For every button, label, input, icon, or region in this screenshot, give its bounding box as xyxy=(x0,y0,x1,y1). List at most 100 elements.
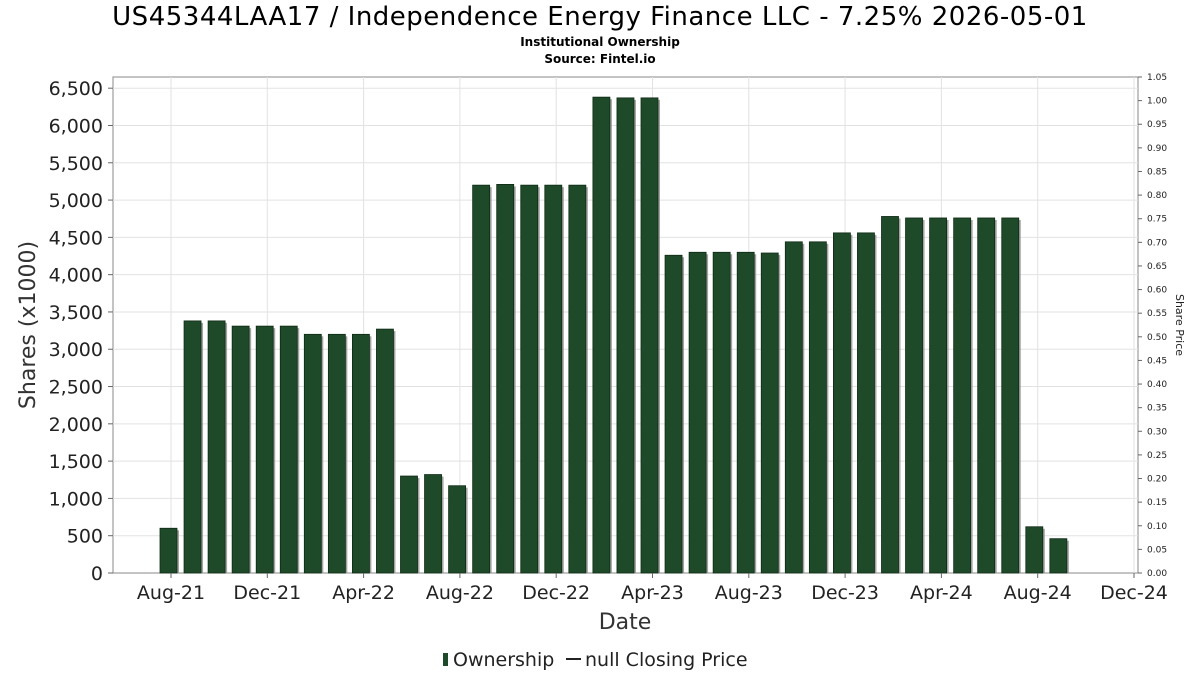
y-tick-label: 1,000 xyxy=(49,488,103,510)
ownership-bar xyxy=(977,217,996,574)
ownership-bar xyxy=(929,217,947,574)
y2-tick-label: 0.20 xyxy=(1147,475,1167,485)
ownership-bar xyxy=(568,184,587,574)
ownership-bar xyxy=(592,96,611,574)
y-tick-label: 1,500 xyxy=(49,451,103,473)
ownership-bar xyxy=(303,333,322,574)
y-tick-label: 500 xyxy=(67,526,103,548)
y2-tick-label: 0.35 xyxy=(1147,404,1167,414)
y2-tick-label: 0.40 xyxy=(1147,380,1167,390)
ownership-bar xyxy=(881,216,899,574)
x-tick-label: Aug-22 xyxy=(426,582,494,604)
ownership-bar xyxy=(953,217,972,574)
y2-tick-label: 0.75 xyxy=(1147,215,1167,225)
ownership-bar xyxy=(231,325,250,574)
y2-tick-label: 1.05 xyxy=(1147,73,1167,83)
ownership-bar xyxy=(736,251,755,574)
ownership-bar xyxy=(279,325,298,574)
x-tick-label: Dec-22 xyxy=(522,582,590,604)
x-axis: Aug-21 Dec-21 Apr-22 Aug-22 Dec-22 Apr-23 Aug-… xyxy=(137,573,1168,604)
x-axis-label: Date xyxy=(599,610,652,635)
y2-tick-label: 0.45 xyxy=(1147,356,1167,366)
y2-tick-label: 0.50 xyxy=(1147,333,1167,343)
y-axis-right: 0.00 0.05 0.10 0.15 0.20 0.25 0.30 0.35 0.40 0.45… xyxy=(1138,73,1167,579)
y-tick-label: 5,500 xyxy=(49,153,103,175)
y-axis-label: Shares (x1000) xyxy=(16,241,41,409)
y-tick-label: 6,000 xyxy=(49,115,103,137)
y2-tick-label: 0.90 xyxy=(1147,144,1167,154)
ownership-bar xyxy=(1001,217,1020,574)
legend-ownership-label: Ownership xyxy=(453,649,554,671)
ownership-bar xyxy=(784,241,803,574)
y-tick-label: 2,500 xyxy=(49,377,103,399)
chart-title: US45344LAA17 / Independence Energy Finan… xyxy=(112,2,1088,32)
y-tick-label: 2,000 xyxy=(49,414,103,436)
y2-tick-label: 0.00 xyxy=(1147,569,1167,579)
x-tick-label: Dec-21 xyxy=(233,582,301,604)
y-axis-left: 0 500 1,000 1,500 2,000 2,500 3,000 3,500 4,000 4… xyxy=(49,78,113,585)
y-tick-label: 6,500 xyxy=(49,78,103,100)
ownership-bar xyxy=(472,184,491,574)
ownership-bar xyxy=(808,241,827,574)
ownership-bar xyxy=(664,254,683,574)
y2-tick-label: 0.70 xyxy=(1147,238,1167,248)
y-tick-label: 3,000 xyxy=(49,339,103,361)
ownership-bar xyxy=(1049,538,1068,574)
ownership-bar xyxy=(616,97,635,574)
y2-tick-label: 0.95 xyxy=(1147,120,1167,130)
x-tick-label: Apr-22 xyxy=(332,582,395,604)
y2-tick-label: 0.85 xyxy=(1147,167,1167,177)
x-tick-label: Apr-24 xyxy=(910,582,973,604)
bars xyxy=(159,96,1069,574)
ownership-bar xyxy=(424,474,442,574)
ownership-bar xyxy=(640,97,659,574)
y2-tick-label: 0.15 xyxy=(1147,498,1167,508)
chart-subtitle: Institutional Ownership xyxy=(520,35,680,49)
legend-ownership-swatch xyxy=(443,653,448,666)
y2-tick-label: 0.25 xyxy=(1147,451,1167,461)
ownership-bar xyxy=(712,251,731,574)
ownership-bar xyxy=(255,325,274,574)
ownership-bar xyxy=(183,320,202,574)
legend: Ownership null Closing Price xyxy=(443,649,748,671)
x-tick-label: Aug-21 xyxy=(137,582,205,604)
ownership-bar xyxy=(688,251,707,574)
ownership-bar xyxy=(760,252,779,574)
ownership-bar xyxy=(520,184,539,574)
y-tick-label: 5,000 xyxy=(49,190,103,212)
ownership-bar xyxy=(544,184,563,574)
ownership-bar xyxy=(400,475,418,574)
y-tick-label: 4,000 xyxy=(49,265,103,287)
ownership-bar xyxy=(376,328,394,574)
ownership-bar xyxy=(1025,526,1044,574)
x-tick-label: Aug-23 xyxy=(715,582,783,604)
y2-tick-label: 0.65 xyxy=(1147,262,1167,272)
ownership-bar xyxy=(496,184,515,574)
legend-price-label: null Closing Price xyxy=(585,649,748,671)
ownership-bar xyxy=(857,232,875,574)
y-tick-label: 0 xyxy=(91,563,103,585)
y-tick-label: 3,500 xyxy=(49,302,103,324)
y2-tick-label: 0.05 xyxy=(1147,545,1167,555)
ownership-bar xyxy=(327,333,346,574)
y2-tick-label: 0.10 xyxy=(1147,522,1167,532)
y2-tick-label: 0.80 xyxy=(1147,191,1167,201)
x-tick-label: Aug-24 xyxy=(1004,582,1072,604)
y-tick-label: 4,500 xyxy=(49,227,103,249)
y2-tick-label: 0.30 xyxy=(1147,427,1167,437)
y2-axis-label: Share Price xyxy=(1173,294,1186,356)
x-tick-label: Dec-23 xyxy=(811,582,879,604)
ownership-bar xyxy=(159,527,178,574)
y2-tick-label: 0.60 xyxy=(1147,286,1167,296)
chart-source: Source: Fintel.io xyxy=(544,52,656,66)
y2-tick-label: 1.00 xyxy=(1147,97,1167,107)
x-tick-label: Apr-23 xyxy=(621,582,684,604)
ownership-bar xyxy=(351,333,370,574)
x-tick-label: Dec-24 xyxy=(1100,582,1168,604)
ownership-bar xyxy=(207,320,226,574)
ownership-bar xyxy=(448,485,467,574)
ownership-bar xyxy=(905,217,923,574)
y2-tick-label: 0.55 xyxy=(1147,309,1167,319)
ownership-bar xyxy=(833,232,851,574)
